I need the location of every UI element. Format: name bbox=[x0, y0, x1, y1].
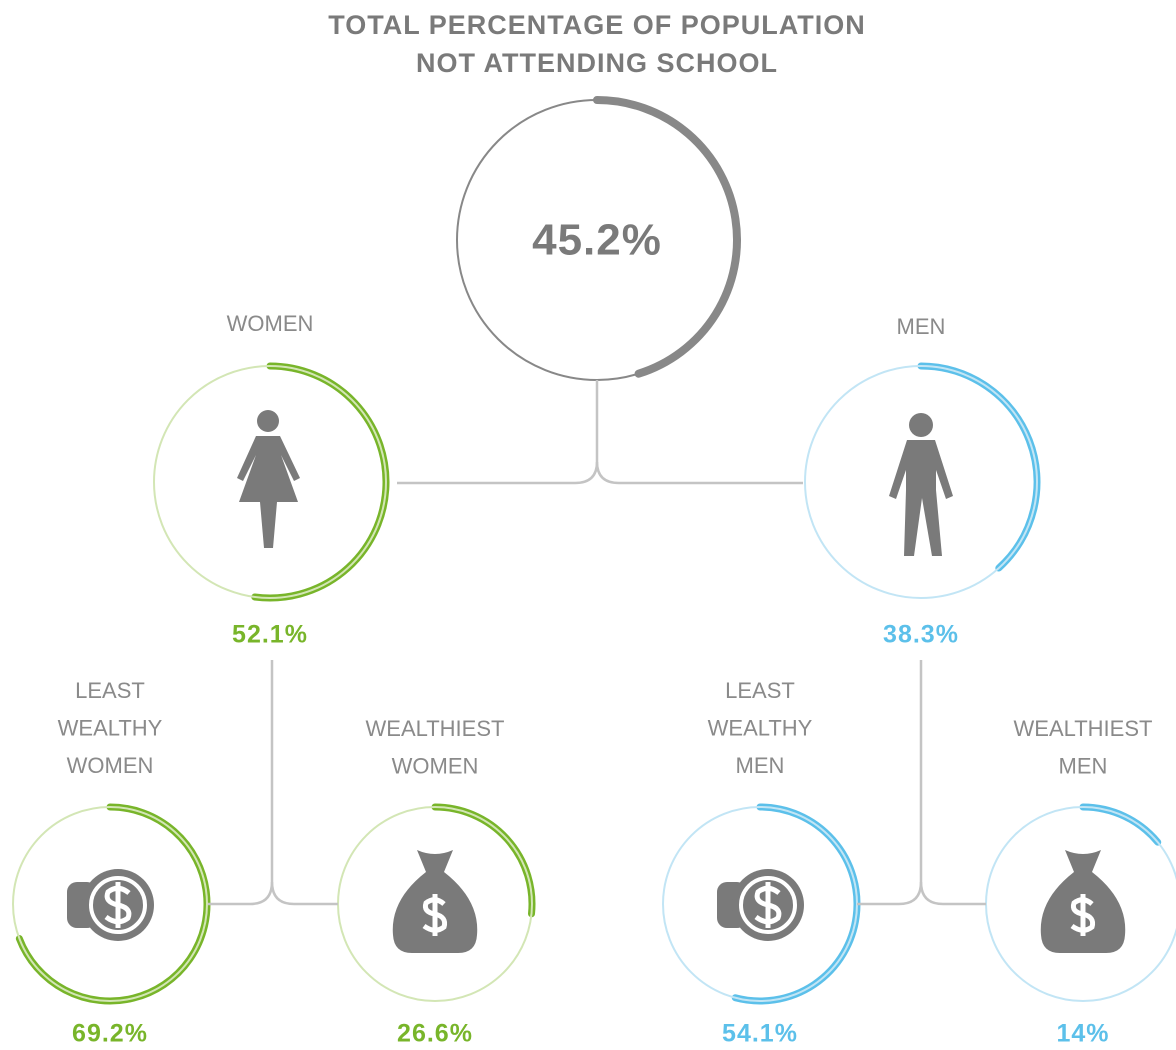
node-label: MEN bbox=[1059, 753, 1108, 778]
ring-track bbox=[804, 365, 1038, 599]
ring-track bbox=[153, 365, 387, 599]
value-label: 54.1% bbox=[722, 1020, 798, 1048]
connector bbox=[595, 461, 803, 485]
node-label: WOMEN bbox=[227, 311, 314, 336]
value-label: 69.2% bbox=[72, 1020, 148, 1048]
value-label: 45.2% bbox=[532, 216, 662, 265]
title-line: TOTAL PERCENTAGE OF POPULATION bbox=[328, 10, 866, 40]
title-line: NOT ATTENDING SCHOOL bbox=[416, 48, 778, 78]
node-label: LEAST bbox=[75, 678, 145, 703]
ring-track bbox=[12, 806, 208, 1002]
value-label: 26.6% bbox=[397, 1020, 473, 1048]
connector bbox=[919, 881, 986, 906]
node-label: MEN bbox=[897, 314, 946, 339]
man-icon bbox=[889, 413, 953, 556]
node-label: WEALTHIEST bbox=[366, 716, 505, 741]
connector bbox=[208, 660, 274, 906]
node-label: LEAST bbox=[725, 678, 795, 703]
coin-icon bbox=[717, 869, 804, 941]
woman-icon bbox=[237, 410, 300, 548]
connector bbox=[857, 660, 923, 906]
connector bbox=[270, 881, 338, 906]
coin-icon bbox=[67, 869, 154, 941]
progress-arc bbox=[1079, 803, 1162, 846]
value-label: 38.3% bbox=[883, 621, 959, 649]
node-label: MEN bbox=[736, 753, 785, 778]
connector bbox=[397, 380, 599, 485]
node-label: WEALTHY bbox=[58, 715, 163, 740]
value-label: 14% bbox=[1056, 1020, 1109, 1048]
money-bag-icon bbox=[392, 850, 478, 953]
node-label: WOMEN bbox=[392, 753, 479, 778]
money-bag-icon bbox=[1040, 850, 1126, 953]
node-label: WEALTHIEST bbox=[1014, 716, 1153, 741]
node-label: WEALTHY bbox=[708, 715, 813, 740]
value-label: 52.1% bbox=[232, 621, 308, 649]
node-label: WOMEN bbox=[67, 753, 154, 778]
